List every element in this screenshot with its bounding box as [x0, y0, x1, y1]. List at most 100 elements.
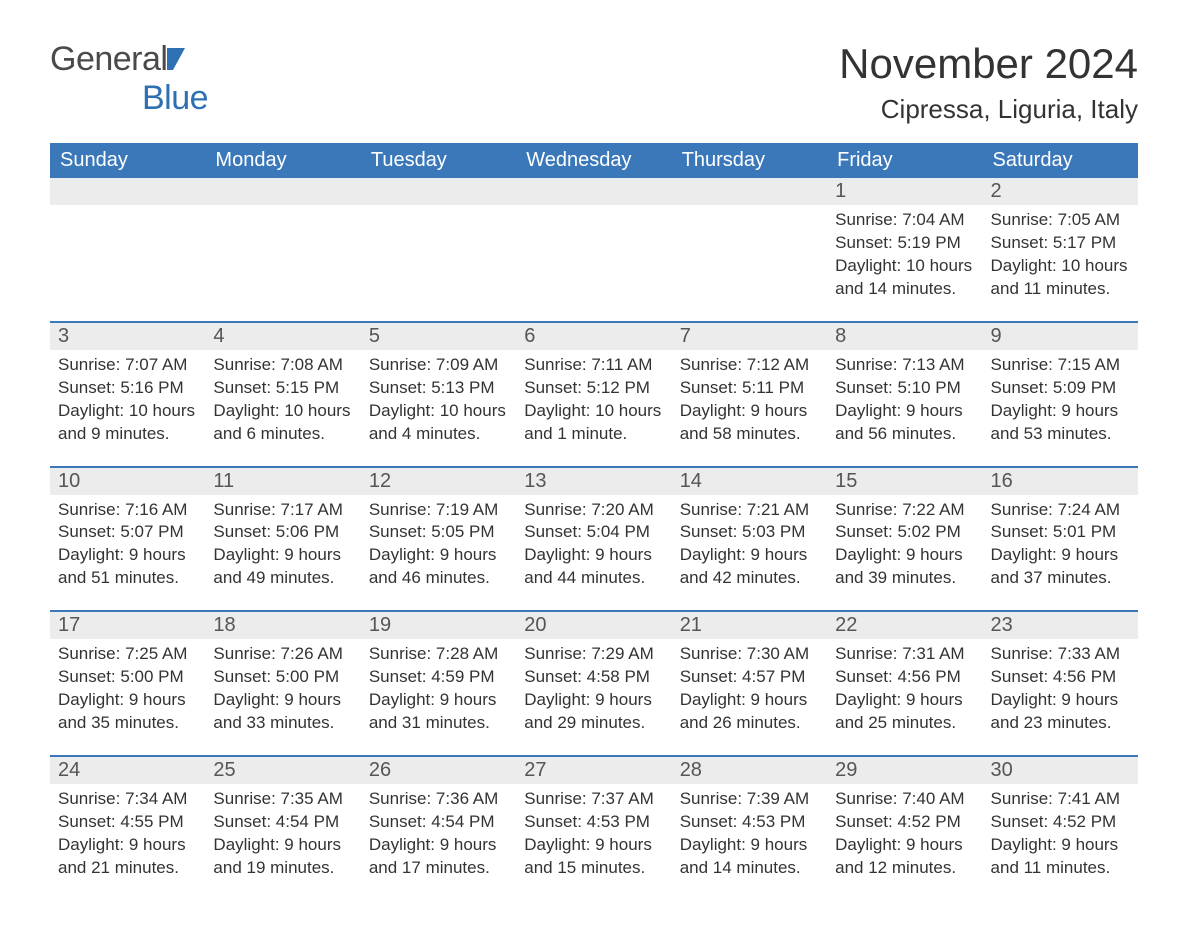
day-cell: 24Sunrise: 7:34 AMSunset: 4:55 PMDayligh… [50, 756, 205, 900]
day-number: 2 [983, 178, 1138, 205]
daylight2-text: and 23 minutes. [991, 712, 1130, 735]
day-cell: 25Sunrise: 7:35 AMSunset: 4:54 PMDayligh… [205, 756, 360, 900]
day-cell: 20Sunrise: 7:29 AMSunset: 4:58 PMDayligh… [516, 611, 671, 756]
day-body: Sunrise: 7:17 AMSunset: 5:06 PMDaylight:… [205, 495, 360, 611]
col-thursday: Thursday [672, 143, 827, 178]
day-body: Sunrise: 7:21 AMSunset: 5:03 PMDaylight:… [672, 495, 827, 611]
daylight2-text: and 29 minutes. [524, 712, 663, 735]
day-number: 9 [983, 323, 1138, 350]
daylight1-text: Daylight: 9 hours [680, 834, 819, 857]
day-number: 8 [827, 323, 982, 350]
daylight1-text: Daylight: 10 hours [213, 400, 352, 423]
sunrise-text: Sunrise: 7:20 AM [524, 499, 663, 522]
sunrise-text: Sunrise: 7:09 AM [369, 354, 508, 377]
sunset-text: Sunset: 4:55 PM [58, 811, 197, 834]
sunrise-text: Sunrise: 7:08 AM [213, 354, 352, 377]
day-body: Sunrise: 7:25 AMSunset: 5:00 PMDaylight:… [50, 639, 205, 755]
day-cell: 15Sunrise: 7:22 AMSunset: 5:02 PMDayligh… [827, 467, 982, 612]
sunset-text: Sunset: 4:52 PM [991, 811, 1130, 834]
brand-text: General Blue [50, 40, 208, 118]
day-cell: 10Sunrise: 7:16 AMSunset: 5:07 PMDayligh… [50, 467, 205, 612]
day-body [672, 205, 827, 305]
day-body: Sunrise: 7:19 AMSunset: 5:05 PMDaylight:… [361, 495, 516, 611]
sunrise-text: Sunrise: 7:15 AM [991, 354, 1130, 377]
sunset-text: Sunset: 4:58 PM [524, 666, 663, 689]
week-row: 17Sunrise: 7:25 AMSunset: 5:00 PMDayligh… [50, 611, 1138, 756]
day-body: Sunrise: 7:37 AMSunset: 4:53 PMDaylight:… [516, 784, 671, 900]
daylight1-text: Daylight: 10 hours [991, 255, 1130, 278]
day-cell: 6Sunrise: 7:11 AMSunset: 5:12 PMDaylight… [516, 322, 671, 467]
daylight2-text: and 46 minutes. [369, 567, 508, 590]
day-body: Sunrise: 7:41 AMSunset: 4:52 PMDaylight:… [983, 784, 1138, 900]
day-number [516, 178, 671, 205]
sunset-text: Sunset: 5:03 PM [680, 521, 819, 544]
day-cell: 30Sunrise: 7:41 AMSunset: 4:52 PMDayligh… [983, 756, 1138, 900]
sunset-text: Sunset: 5:04 PM [524, 521, 663, 544]
sunrise-text: Sunrise: 7:13 AM [835, 354, 974, 377]
day-number: 25 [205, 757, 360, 784]
sunrise-text: Sunrise: 7:07 AM [58, 354, 197, 377]
sunrise-text: Sunrise: 7:35 AM [213, 788, 352, 811]
brand-word-1: General [50, 40, 167, 78]
sunset-text: Sunset: 5:16 PM [58, 377, 197, 400]
title-block: November 2024 Cipressa, Liguria, Italy [839, 40, 1138, 135]
day-number: 22 [827, 612, 982, 639]
daylight2-text: and 11 minutes. [991, 278, 1130, 301]
sunrise-text: Sunrise: 7:40 AM [835, 788, 974, 811]
location-title: Cipressa, Liguria, Italy [839, 94, 1138, 125]
sunrise-text: Sunrise: 7:17 AM [213, 499, 352, 522]
daylight2-text: and 12 minutes. [835, 857, 974, 880]
sunset-text: Sunset: 4:59 PM [369, 666, 508, 689]
sunset-text: Sunset: 4:54 PM [369, 811, 508, 834]
sunset-text: Sunset: 4:56 PM [835, 666, 974, 689]
daylight1-text: Daylight: 9 hours [58, 544, 197, 567]
week-row: 1Sunrise: 7:04 AMSunset: 5:19 PMDaylight… [50, 178, 1138, 322]
day-body: Sunrise: 7:04 AMSunset: 5:19 PMDaylight:… [827, 205, 982, 321]
day-number: 7 [672, 323, 827, 350]
day-cell: 11Sunrise: 7:17 AMSunset: 5:06 PMDayligh… [205, 467, 360, 612]
daylight1-text: Daylight: 10 hours [369, 400, 508, 423]
day-number: 24 [50, 757, 205, 784]
daylight1-text: Daylight: 9 hours [213, 834, 352, 857]
day-number: 11 [205, 468, 360, 495]
daylight1-text: Daylight: 9 hours [835, 544, 974, 567]
daylight2-text: and 35 minutes. [58, 712, 197, 735]
day-body: Sunrise: 7:12 AMSunset: 5:11 PMDaylight:… [672, 350, 827, 466]
daylight2-text: and 56 minutes. [835, 423, 974, 446]
day-number: 3 [50, 323, 205, 350]
day-body: Sunrise: 7:29 AMSunset: 4:58 PMDaylight:… [516, 639, 671, 755]
day-number: 21 [672, 612, 827, 639]
sunset-text: Sunset: 4:56 PM [991, 666, 1130, 689]
sunrise-text: Sunrise: 7:16 AM [58, 499, 197, 522]
day-cell: 18Sunrise: 7:26 AMSunset: 5:00 PMDayligh… [205, 611, 360, 756]
day-number: 23 [983, 612, 1138, 639]
sunrise-text: Sunrise: 7:39 AM [680, 788, 819, 811]
day-body [361, 205, 516, 305]
header-row: Sunday Monday Tuesday Wednesday Thursday… [50, 143, 1138, 178]
day-cell: 4 Sunrise: 7:08 AMSunset: 5:15 PMDaylight… [205, 322, 360, 467]
sunset-text: Sunset: 4:53 PM [680, 811, 819, 834]
day-cell [50, 178, 205, 322]
sunrise-text: Sunrise: 7:36 AM [369, 788, 508, 811]
day-cell: 19Sunrise: 7:28 AMSunset: 4:59 PMDayligh… [361, 611, 516, 756]
sunrise-text: Sunrise: 7:24 AM [991, 499, 1130, 522]
day-cell: 28 Sunrise: 7:39 AMSunset: 4:53 PMDayligh… [672, 756, 827, 900]
daylight1-text: Daylight: 9 hours [524, 544, 663, 567]
daylight1-text: Daylight: 9 hours [58, 689, 197, 712]
day-cell: 12Sunrise: 7:19 AMSunset: 5:05 PMDayligh… [361, 467, 516, 612]
day-cell: 22Sunrise: 7:31 AMSunset: 4:56 PMDayligh… [827, 611, 982, 756]
day-body [50, 205, 205, 305]
daylight2-text: and 44 minutes. [524, 567, 663, 590]
sunrise-text: Sunrise: 7:26 AM [213, 643, 352, 666]
week-row: 24Sunrise: 7:34 AMSunset: 4:55 PMDayligh… [50, 756, 1138, 900]
day-number: 4 [205, 323, 360, 350]
daylight2-text: and 1 minute. [524, 423, 663, 446]
sunrise-text: Sunrise: 7:11 AM [524, 354, 663, 377]
sunset-text: Sunset: 5:15 PM [213, 377, 352, 400]
day-body: Sunrise: 7:35 AMSunset: 4:54 PMDaylight:… [205, 784, 360, 900]
day-number: 28 [672, 757, 827, 784]
daylight1-text: Daylight: 9 hours [835, 689, 974, 712]
sunrise-text: Sunrise: 7:04 AM [835, 209, 974, 232]
sunset-text: Sunset: 5:11 PM [680, 377, 819, 400]
day-cell: 8Sunrise: 7:13 AMSunset: 5:10 PMDaylight… [827, 322, 982, 467]
